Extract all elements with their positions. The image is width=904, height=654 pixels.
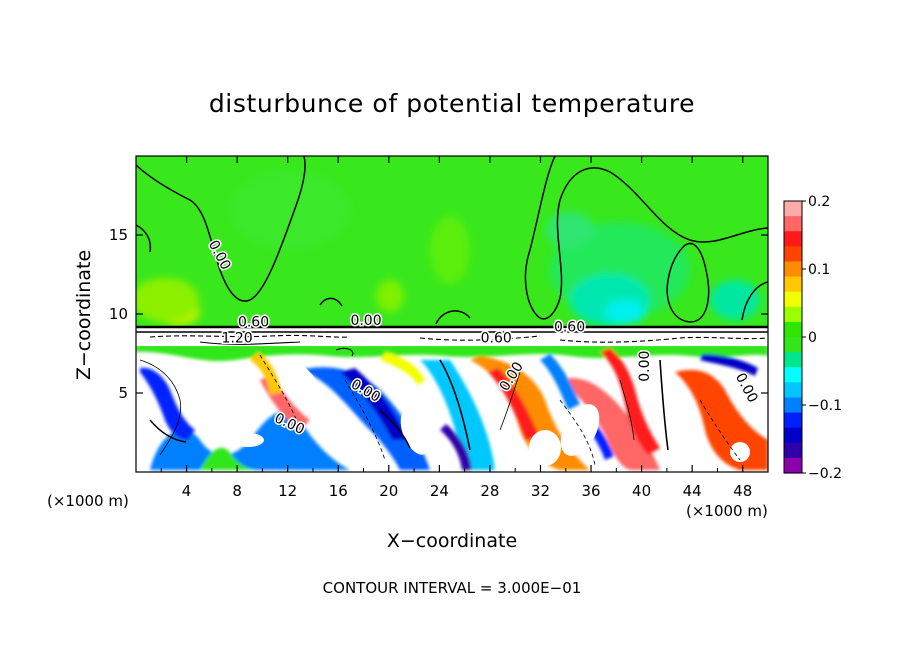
y-axis-label: Z−coordinate [73, 250, 95, 380]
colorbar-segment [784, 382, 802, 399]
x-tick-label: 28 [480, 482, 499, 500]
colorbar-segment [784, 442, 802, 459]
contour-label: 0.60 [554, 319, 585, 335]
colorbar-segment [784, 216, 802, 232]
x-tick-label: 36 [581, 482, 600, 500]
x-axis-unit-left: (×1000 m) [47, 492, 129, 510]
colorbar-segment [784, 306, 802, 323]
y-tick-label: 10 [109, 305, 128, 323]
x-tick-label: 4 [182, 482, 192, 500]
plot-field [136, 156, 768, 472]
x-axis-unit-right: (×1000 m) [686, 502, 768, 520]
colorbar-segment [784, 261, 802, 278]
colorbar-tick-label: −0.2 [808, 466, 842, 482]
colorbar-segment [784, 427, 802, 444]
contour-label: 0.60 [238, 315, 269, 331]
colorbar-segment [784, 412, 802, 429]
colorbar-segment [784, 397, 802, 414]
x-tick-label: 40 [632, 482, 651, 500]
colorbar-tick-label: −0.1 [808, 398, 842, 414]
colorbar-tick-label: 0.1 [808, 262, 830, 278]
contour-label: 0.00 [637, 351, 653, 382]
x-tick-label: 20 [379, 482, 398, 500]
colorbar-segment [784, 321, 802, 338]
colorbar-segment [784, 352, 802, 368]
contour-label: 1.20 [222, 330, 253, 346]
x-tick-label: 48 [733, 482, 752, 500]
y-tick-label: 15 [109, 226, 128, 244]
x-axis-label: X−coordinate [387, 530, 517, 552]
chart-title: disturbunce of potential temperature [209, 89, 695, 118]
x-tick-label: 44 [683, 482, 702, 500]
contour-label: 0.60 [481, 330, 512, 346]
colorbar-segment [784, 337, 802, 353]
colorbar [783, 200, 803, 474]
colorbar-segment [784, 291, 802, 308]
colorbar-segment [784, 276, 802, 293]
colorbar-segment [784, 246, 802, 263]
colorbar-segment [784, 367, 802, 383]
x-tick-label: 12 [278, 482, 297, 500]
x-tick-label: 32 [531, 482, 550, 500]
contour-interval-note: CONTOUR INTERVAL = 3.000E−01 [323, 579, 582, 597]
colorbar-tick-label: 0 [808, 330, 817, 346]
contour-label: 0.00 [205, 238, 234, 273]
x-tick-label: 8 [232, 482, 242, 500]
colorbar-ticks: 0.2 0.1 0 −0.1 −0.2 [802, 194, 842, 482]
contour-label: 0.00 [350, 313, 381, 329]
colorbar-segment [784, 231, 802, 247]
y-tick-label: 5 [118, 384, 128, 402]
colorbar-segment [784, 201, 802, 217]
x-tick-label: 24 [430, 482, 449, 500]
colorbar-segment [784, 457, 802, 474]
colorbar-tick-label: 0.2 [808, 194, 830, 210]
x-tick-label: 16 [329, 482, 348, 500]
